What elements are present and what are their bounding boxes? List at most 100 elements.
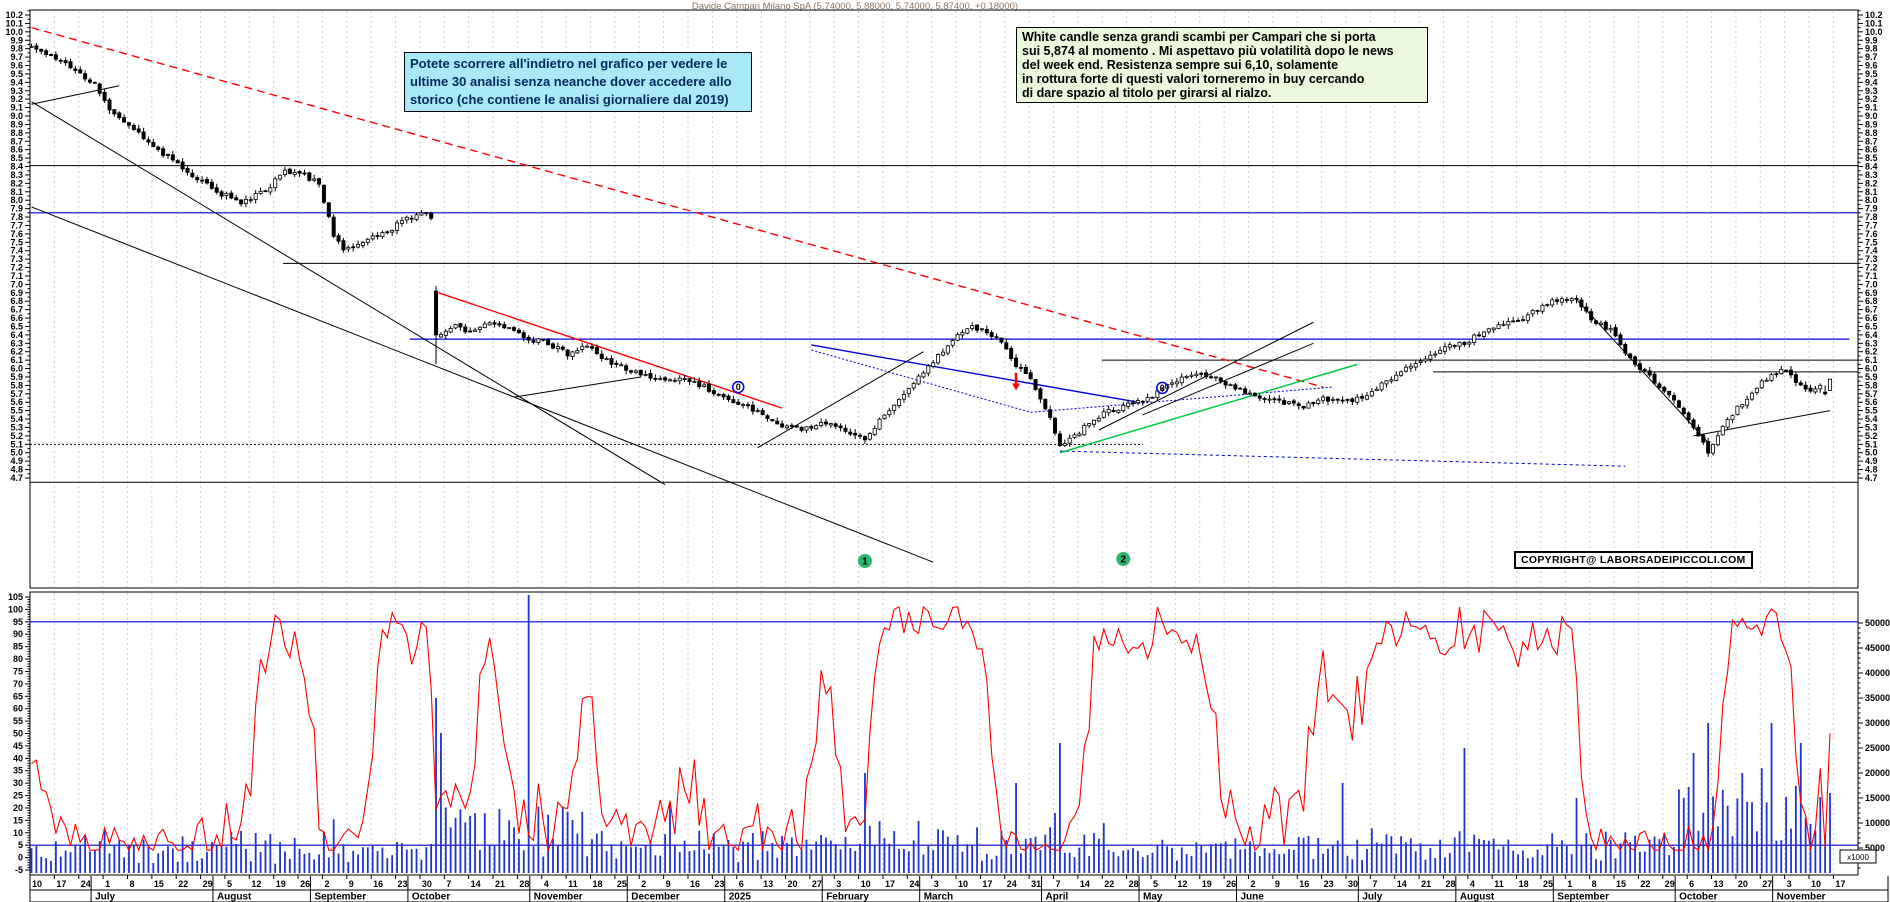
svg-text:September: September	[1557, 892, 1609, 902]
svg-text:9.4: 9.4	[1865, 77, 1878, 87]
svg-text:August: August	[1460, 892, 1495, 902]
svg-text:9.1: 9.1	[10, 103, 23, 113]
svg-text:5.8: 5.8	[1865, 380, 1878, 390]
svg-text:12: 12	[251, 879, 261, 889]
svg-text:65: 65	[13, 691, 23, 701]
svg-text:5.1: 5.1	[10, 439, 23, 449]
svg-text:5.3: 5.3	[10, 422, 23, 432]
note-line: di dare spazio al titolo per girarsi al …	[1022, 86, 1272, 100]
svg-text:20000: 20000	[1865, 768, 1890, 778]
svg-text:5000: 5000	[1865, 843, 1885, 853]
svg-text:25: 25	[13, 791, 23, 801]
svg-text:5.5: 5.5	[1865, 406, 1878, 416]
svg-text:8.5: 8.5	[10, 153, 23, 163]
svg-text:50: 50	[13, 729, 23, 739]
svg-text:10.2: 10.2	[5, 10, 23, 20]
svg-text:5: 5	[1153, 879, 1158, 889]
svg-text:7: 7	[1372, 879, 1377, 889]
svg-text:6.9: 6.9	[10, 288, 23, 298]
svg-text:8.7: 8.7	[10, 136, 23, 146]
svg-text:9.9: 9.9	[1865, 35, 1878, 45]
svg-text:0: 0	[736, 382, 741, 392]
svg-text:6.4: 6.4	[10, 330, 23, 340]
svg-text:7.1: 7.1	[1865, 271, 1878, 281]
svg-text:6.5: 6.5	[10, 321, 23, 331]
volume-axis-right: 5000 10000 15000 20000 25000 30000 35000 40000 4…	[1839, 618, 1890, 869]
svg-text:4.8: 4.8	[1865, 465, 1878, 475]
chart-markers: 1 2 0 0	[731, 372, 1169, 568]
svg-text:7.0: 7.0	[10, 279, 23, 289]
svg-text:80: 80	[13, 654, 23, 664]
svg-text:5.7: 5.7	[1865, 389, 1878, 399]
svg-text:4.8: 4.8	[10, 465, 23, 475]
candlesticks	[29, 43, 1833, 457]
green-number-badge	[1116, 552, 1131, 566]
svg-text:6.3: 6.3	[1865, 338, 1878, 348]
svg-text:8: 8	[129, 879, 134, 889]
note-box-scroll-hint: Potete scorrere all'indietro nel grafico…	[404, 52, 752, 112]
svg-text:5.9: 5.9	[1865, 372, 1878, 382]
price-levels	[30, 165, 1858, 483]
svg-text:5.6: 5.6	[10, 397, 23, 407]
svg-text:22: 22	[1104, 879, 1114, 889]
svg-text:5: 5	[227, 879, 232, 889]
svg-text:21: 21	[1421, 879, 1431, 889]
svg-text:8.3: 8.3	[1865, 170, 1878, 180]
svg-text:7.3: 7.3	[10, 254, 23, 264]
svg-text:9.7: 9.7	[1865, 52, 1878, 62]
svg-text:8.4: 8.4	[10, 162, 23, 172]
svg-text:7.5: 7.5	[10, 237, 23, 247]
svg-text:7.8: 7.8	[1865, 212, 1878, 222]
svg-text:8.3: 8.3	[10, 170, 23, 180]
svg-text:17: 17	[885, 879, 895, 889]
svg-text:14: 14	[471, 879, 481, 889]
svg-text:7.6: 7.6	[10, 229, 23, 239]
svg-text:6.7: 6.7	[10, 305, 23, 315]
svg-text:7.3: 7.3	[1865, 254, 1878, 264]
svg-text:6.8: 6.8	[10, 296, 23, 306]
note-line: in rottura forte di questi valori torner…	[1022, 72, 1365, 86]
volume-bars	[30, 595, 1831, 873]
svg-text:8.2: 8.2	[1865, 178, 1878, 188]
svg-text:27: 27	[812, 879, 822, 889]
svg-text:28: 28	[1129, 879, 1139, 889]
svg-text:95: 95	[13, 617, 23, 627]
svg-text:5.5: 5.5	[10, 406, 23, 416]
svg-text:25: 25	[1543, 879, 1553, 889]
svg-text:9.0: 9.0	[1865, 111, 1878, 121]
svg-text:4.7: 4.7	[10, 473, 23, 483]
svg-text:7.4: 7.4	[1865, 246, 1878, 256]
svg-text:7.1: 7.1	[10, 271, 23, 281]
svg-text:6.1: 6.1	[10, 355, 23, 365]
svg-text:7: 7	[446, 879, 451, 889]
svg-text:22: 22	[178, 879, 188, 889]
svg-text:45: 45	[13, 741, 23, 751]
indicator-panel	[30, 621, 1858, 846]
svg-text:7.9: 7.9	[10, 204, 23, 214]
svg-text:9.4: 9.4	[10, 77, 23, 87]
svg-text:9.5: 9.5	[10, 69, 23, 79]
svg-text:7.6: 7.6	[1865, 229, 1878, 239]
svg-text:10.1: 10.1	[5, 18, 23, 28]
svg-text:40000: 40000	[1865, 668, 1890, 678]
svg-text:7.7: 7.7	[1865, 220, 1878, 230]
svg-text:8.2: 8.2	[10, 178, 23, 188]
svg-text:November: November	[1777, 892, 1826, 902]
svg-text:50000: 50000	[1865, 618, 1890, 628]
svg-text:15: 15	[13, 815, 23, 825]
svg-text:8.6: 8.6	[10, 145, 23, 155]
svg-text:28: 28	[1445, 879, 1455, 889]
svg-text:8.7: 8.7	[1865, 136, 1878, 146]
svg-text:60: 60	[13, 704, 23, 714]
svg-text:9: 9	[349, 879, 354, 889]
svg-text:6.8: 6.8	[1865, 296, 1878, 306]
price-axis-right: 4.74.84.95.05.15.25.35.45.55.65.75.85.96…	[1858, 10, 1883, 483]
svg-text:9.7: 9.7	[10, 52, 23, 62]
svg-text:22: 22	[1640, 879, 1650, 889]
indicator-axis-left: -5 0 5 10 15 20 25 30 35 40 45 50 55 60 65 70 75 80 85 90 95…	[8, 592, 30, 875]
svg-text:5.3: 5.3	[1865, 422, 1878, 432]
price-axis-left: 4.74.84.95.05.15.25.35.45.55.65.75.85.96…	[5, 10, 30, 483]
svg-text:11: 11	[1494, 879, 1504, 889]
svg-text:30: 30	[422, 879, 432, 889]
